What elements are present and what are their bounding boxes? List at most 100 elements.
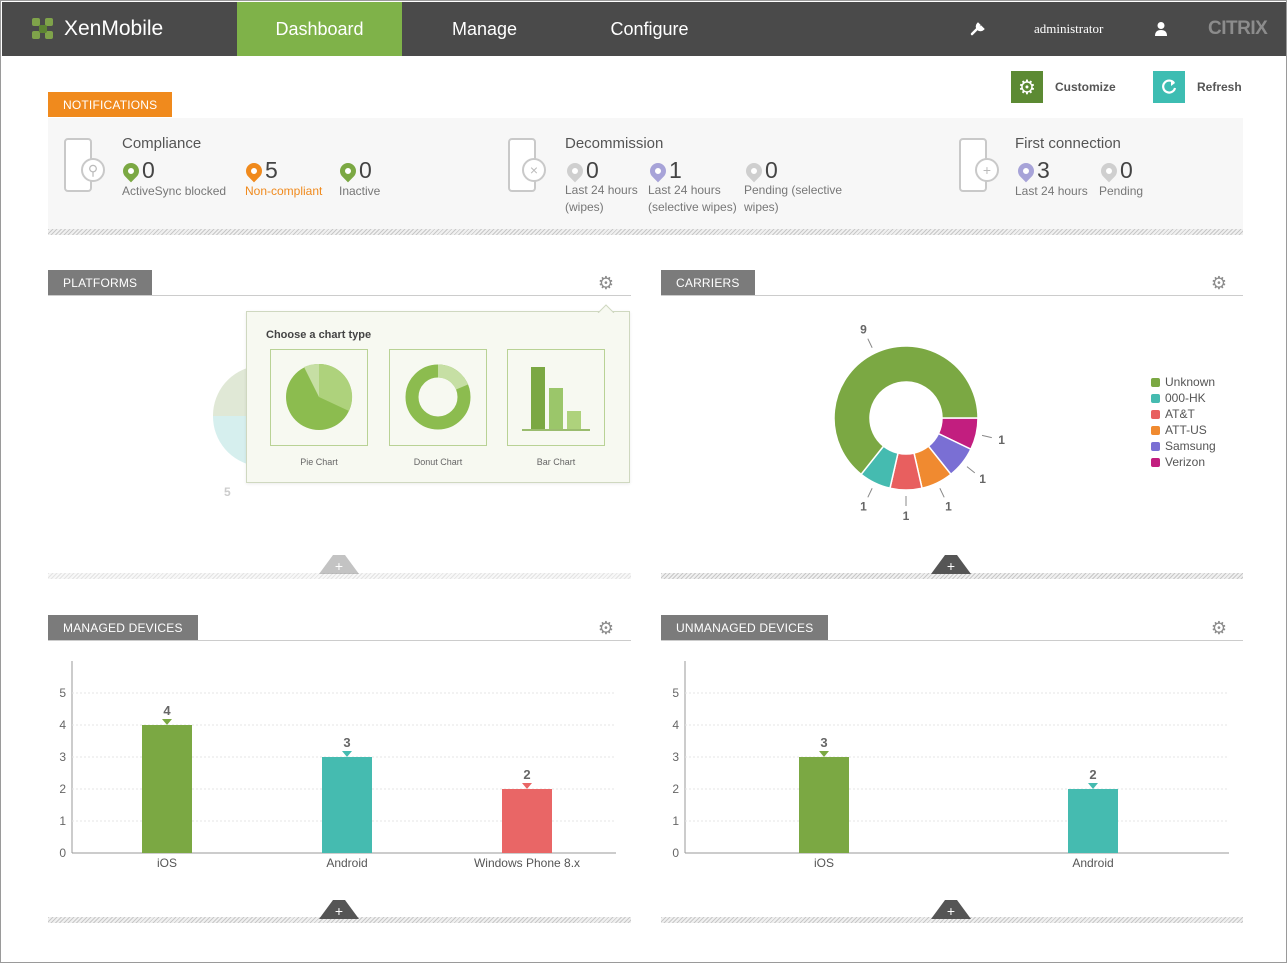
y-tick-label: 1 [59,814,66,828]
legend-label: 000-HK [1165,391,1206,405]
platforms-faded-chart [212,366,256,466]
refresh-label: Refresh [1197,80,1242,94]
donut-data-label: 1 [979,472,986,486]
legend-item[interactable]: 000-HK [1151,390,1216,406]
svg-text:+: + [335,558,343,574]
wrench-icon[interactable] [970,2,986,56]
bar-ios[interactable] [142,725,192,853]
compliance-stat-inactive[interactable]: 0 [336,157,372,184]
stat-value: 0 [586,157,599,183]
y-tick-label: 0 [59,846,66,860]
decommission-stat-selective[interactable]: 1 [646,157,682,184]
y-tick-label: 4 [672,718,679,732]
bar-windows-phone-8-x[interactable] [502,789,552,853]
refresh-button[interactable]: Refresh [1153,71,1242,103]
platforms-header-line [48,295,631,296]
bar-android[interactable] [1068,789,1118,853]
pin-icon [646,159,670,182]
platforms-settings-gear-icon[interactable]: ⚙ [597,273,615,293]
legend-item[interactable]: Unknown [1151,374,1216,390]
y-tick-label: 1 [672,814,679,828]
bar-data-label: 2 [523,767,530,782]
chart-type-popover: Choose a chart type Pie Chart Donut Ch [246,311,630,483]
bar-marker [522,783,532,789]
bar-marker [162,719,172,725]
platforms-divider [48,573,631,579]
y-tick-label: 2 [672,782,679,796]
donut-leader-line [966,466,976,474]
legend-item[interactable]: Samsung [1151,438,1216,454]
decommission-stat-pending[interactable]: 0 [742,157,778,184]
pie-chart-option[interactable] [270,349,368,446]
carriers-add-plus-icon[interactable]: + [931,554,971,574]
y-tick-label: 2 [59,782,66,796]
carriers-legend: Unknown 000-HK AT&T ATT-US Samsung Verizon [1151,374,1216,470]
carriers-divider [661,573,1243,579]
legend-swatch [1151,441,1160,451]
stat-label: Pending [1099,184,1144,198]
stat-label: Inactive [339,184,381,198]
legend-item[interactable]: ATT-US [1151,422,1216,438]
legend-swatch [1151,409,1160,419]
legend-label: Samsung [1165,439,1216,453]
x-tick-label: iOS [814,856,834,870]
svg-text:+: + [335,903,343,919]
user-name[interactable]: administrator [1034,21,1104,36]
compliance-stat-noncompliant[interactable]: 5 [242,157,278,184]
compliance-stat-activesync[interactable]: 0 [119,157,155,184]
top-bar: XenMobile Dashboard Manage Configure adm… [2,2,1286,56]
legend-item[interactable]: AT&T [1151,406,1216,422]
tab-configure[interactable]: Configure [610,18,689,39]
pin-icon [1014,159,1038,182]
xenmobile-logo[interactable]: XenMobile [32,2,163,56]
magnifier-icon: ⚲ [81,158,105,182]
donut-chart-option[interactable] [389,349,487,446]
tab-manage[interactable]: Manage [451,18,518,39]
logo-icon [32,18,54,40]
bar-marker [819,751,829,757]
svg-text:+: + [947,558,955,574]
decommission-stat-wipes[interactable]: 0 [563,157,599,184]
bar-android[interactable] [322,757,372,853]
tab-dashboard[interactable]: Dashboard [237,2,402,56]
managed-add-plus-icon[interactable]: + [319,899,359,919]
bar-chart-option[interactable] [507,349,605,446]
unmanaged-divider [661,917,1243,923]
bar-data-label: 2 [1089,767,1096,782]
unmanaged-header-line [661,640,1243,641]
stat-label: ActiveSync blocked [122,184,227,198]
stat-value: 0 [359,157,372,183]
platforms-add-plus-icon[interactable]: + [319,554,359,574]
stat-label: Last 24 hours [1015,184,1088,198]
legend-label: AT&T [1165,407,1195,421]
carriers-settings-gear-icon[interactable]: ⚙ [1210,273,1228,293]
donut-leader-line [939,488,945,498]
stat-value: 0 [1120,157,1133,183]
unmanaged-add-plus-icon[interactable]: + [931,899,971,919]
bar-ios[interactable] [799,757,849,853]
managed-devices-header: MANAGED DEVICES [48,615,198,640]
managed-divider [48,917,631,923]
bar-marker [342,751,352,757]
close-icon: × [522,158,546,182]
y-tick-label: 5 [672,686,679,700]
svg-text:+: + [947,903,955,919]
stat-label: Pending (selective wipes) [744,183,843,214]
legend-swatch [1151,425,1160,435]
donut-chart-icon [405,364,471,430]
first-connection-stat-24h[interactable]: 3 [1014,157,1050,184]
pin-icon [119,159,143,182]
popover-title: Choose a chart type [266,329,372,341]
pin-icon [742,159,766,182]
donut-leader-line [867,338,873,348]
customize-button[interactable]: ⚙ Customize [1011,71,1116,103]
managed-settings-gear-icon[interactable]: ⚙ [597,618,615,638]
first-connection-stat-pending[interactable]: 0 [1097,157,1133,184]
donut-slice-unknown[interactable] [833,345,979,476]
user-icon[interactable] [1154,2,1168,56]
legend-label: Verizon [1165,455,1206,469]
legend-swatch [1151,457,1160,467]
legend-item[interactable]: Verizon [1151,454,1216,470]
unmanaged-settings-gear-icon[interactable]: ⚙ [1210,618,1228,638]
platforms-data-label: 5 [224,485,231,499]
